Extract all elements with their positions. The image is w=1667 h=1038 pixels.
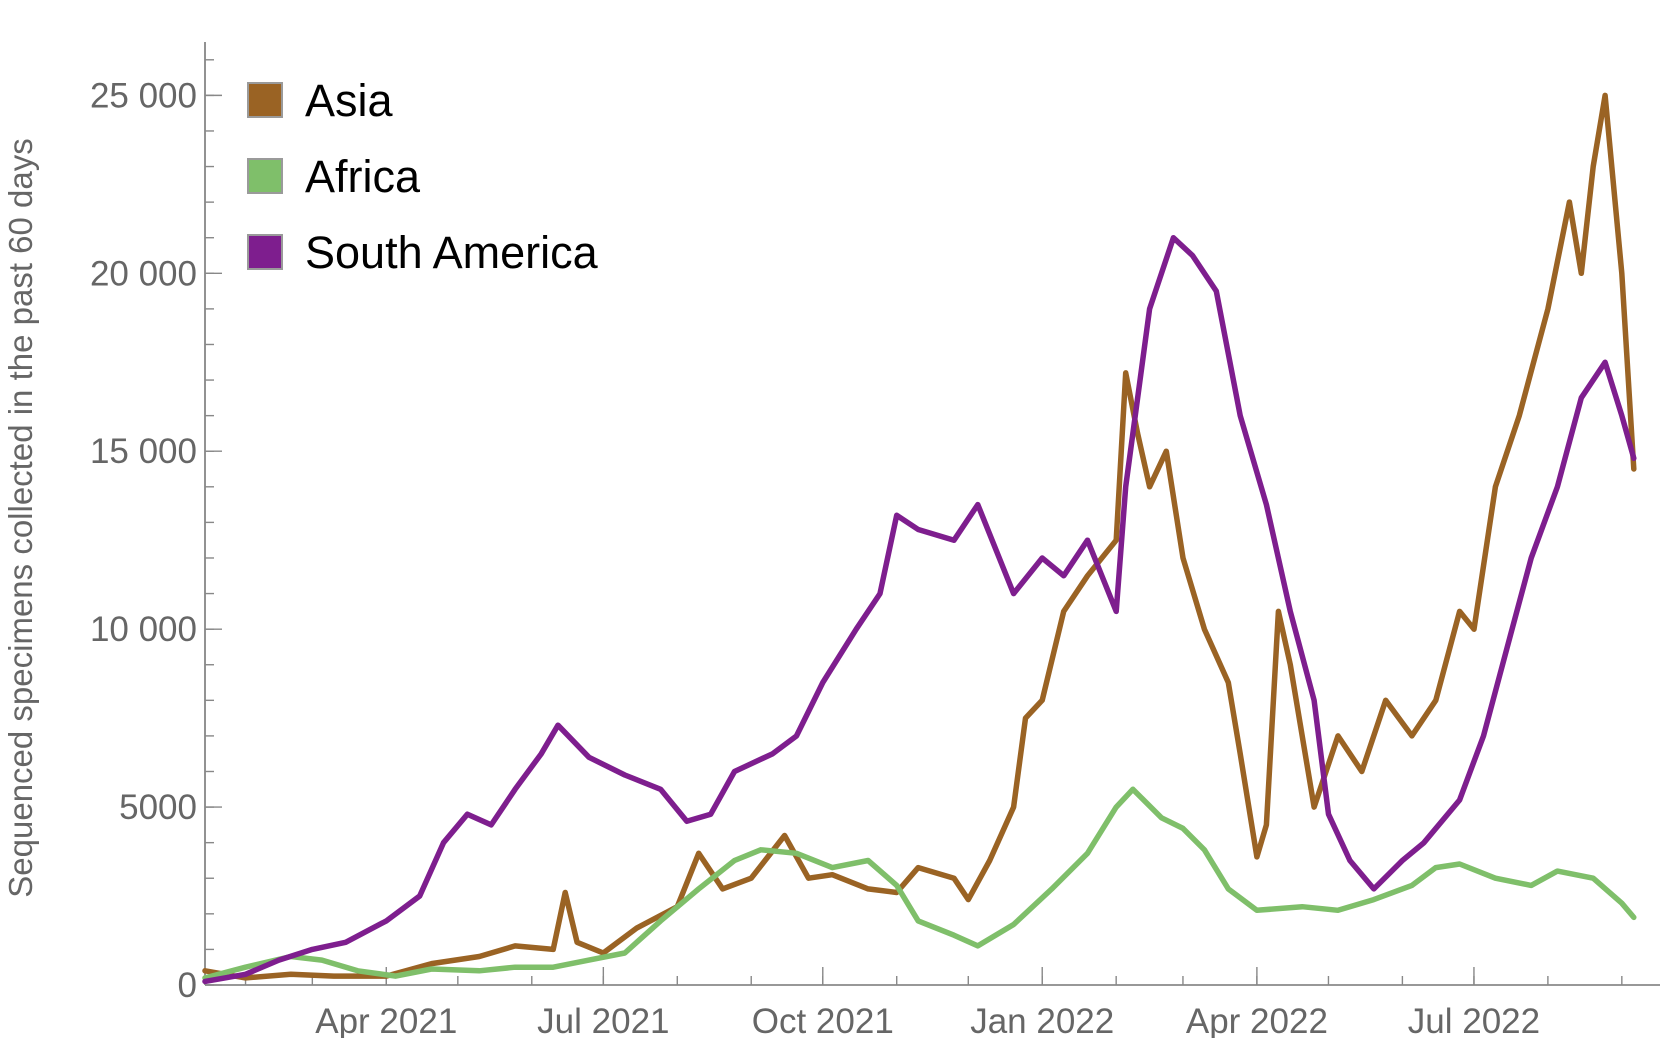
- axes: 0 5000 10 000 15 000 20 000 25 000 Apr 2021 Jul…: [90, 42, 1660, 1038]
- y-tick-label: 25 000: [90, 76, 197, 115]
- legend-label-asia: Asia: [305, 75, 394, 126]
- series-line-africa: [202, 786, 1637, 981]
- legend-swatch-africa: [247, 158, 283, 194]
- legend: Asia Africa South America: [247, 75, 599, 278]
- x-tick-label: Oct 2021: [752, 1002, 894, 1038]
- x-tick-label: Jul 2021: [537, 1002, 669, 1038]
- legend-label-south-america: South America: [305, 227, 599, 278]
- y-tick-label: 0: [178, 966, 197, 1005]
- series-layer: [202, 92, 1637, 985]
- y-axis-title: Sequenced specimens collected in the pas…: [2, 138, 39, 897]
- series-line-south-america: [202, 234, 1637, 985]
- x-tick-label: Apr 2021: [315, 1002, 457, 1038]
- x-tick-label: Jul 2022: [1408, 1002, 1540, 1038]
- y-tick-label: 20 000: [90, 254, 197, 293]
- y-tick-label: 15 000: [90, 432, 197, 471]
- x-tick-label: Apr 2022: [1186, 1002, 1328, 1038]
- legend-swatch-south-america: [247, 234, 283, 270]
- y-tick-label: 5000: [119, 788, 197, 827]
- legend-label-africa: Africa: [305, 151, 421, 202]
- x-tick-label: Jan 2022: [970, 1002, 1114, 1038]
- series-line-asia: [202, 92, 1637, 981]
- legend-swatch-asia: [247, 82, 283, 118]
- y-tick-label: 10 000: [90, 610, 197, 649]
